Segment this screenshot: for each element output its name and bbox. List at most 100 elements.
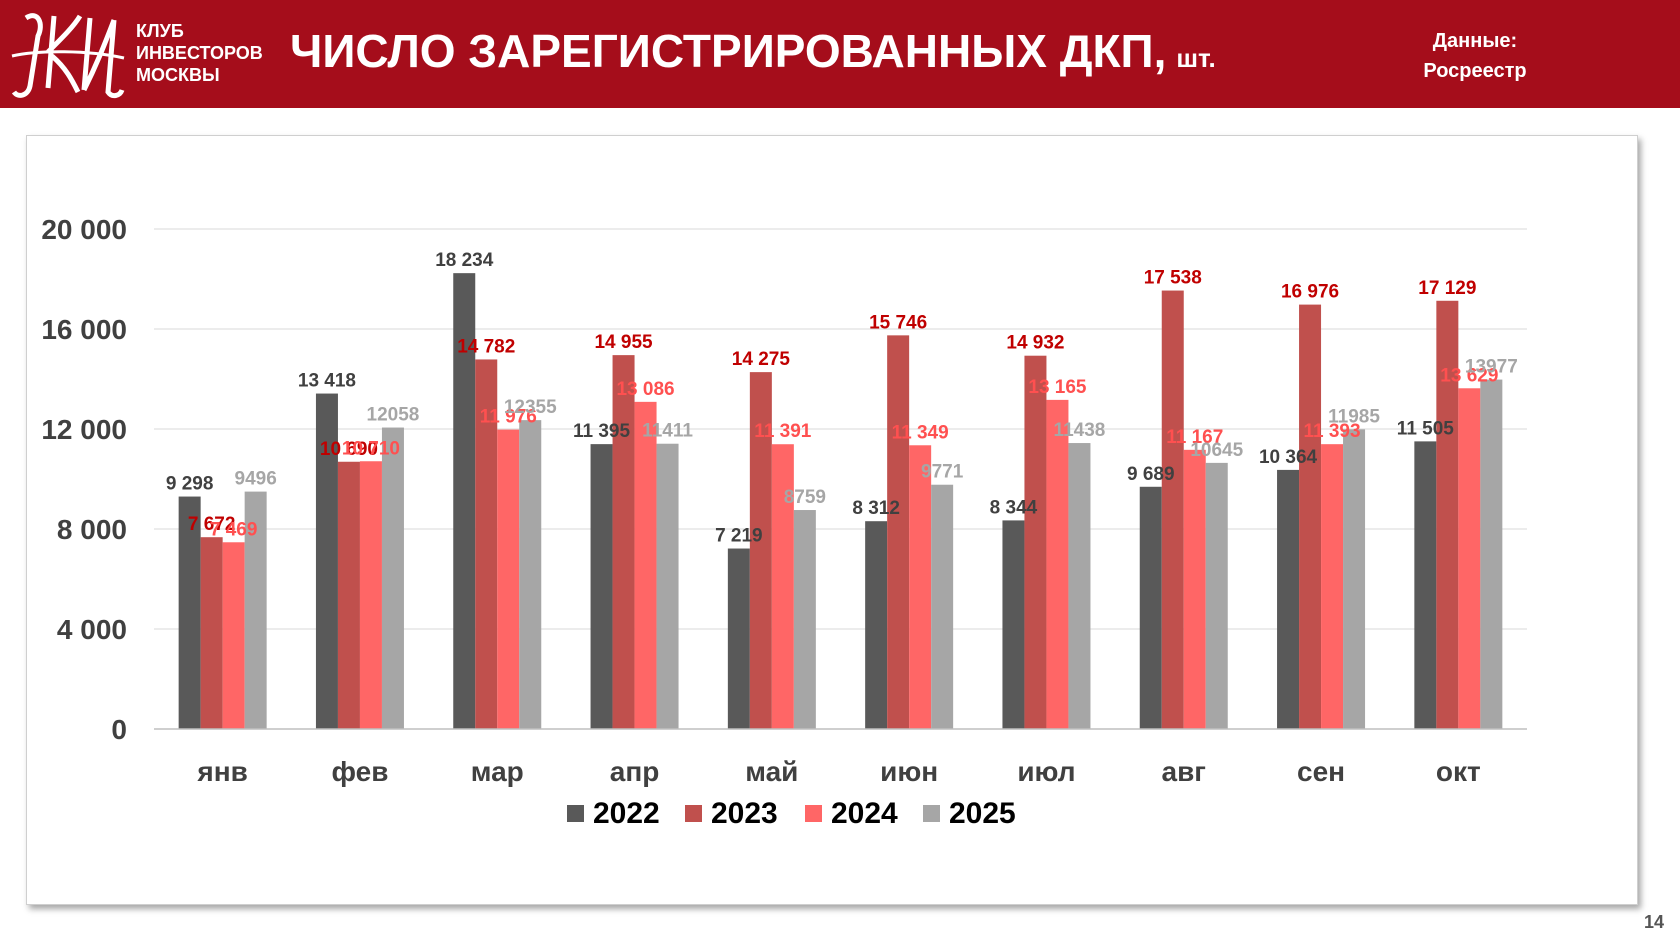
y-tick-label: 8 000 bbox=[57, 514, 127, 545]
club-name-line: ИНВЕСТОРОВ bbox=[136, 43, 263, 63]
bar-2023 bbox=[612, 355, 635, 729]
legend-label-2024: 2024 bbox=[831, 797, 898, 830]
bar-2022 bbox=[178, 496, 201, 729]
legend-label-2023: 2023 bbox=[711, 797, 778, 830]
data-label-2024: 11 976 bbox=[480, 407, 537, 428]
data-label-2022: 11 395 bbox=[573, 421, 630, 442]
data-label-2025: 11438 bbox=[1054, 420, 1106, 441]
data-label-2025: 11411 bbox=[642, 421, 693, 442]
data-label-2024: 7 469 bbox=[210, 519, 258, 540]
x-tick-label: мар bbox=[471, 756, 524, 787]
data-label-2023: 7 672 bbox=[188, 514, 236, 535]
x-tick-label: июл bbox=[1017, 756, 1075, 787]
data-label-2025: 9496 bbox=[235, 469, 277, 490]
bar-2024 bbox=[634, 401, 657, 729]
bar-2025 bbox=[1205, 462, 1228, 729]
data-label-2022: 13 418 bbox=[298, 371, 356, 392]
data-label-2022: 7 219 bbox=[715, 526, 763, 547]
bar-2022 bbox=[315, 393, 338, 729]
data-label-2024: 13 165 bbox=[1028, 377, 1087, 398]
bar-2022 bbox=[1002, 520, 1025, 729]
bar-2023 bbox=[475, 359, 498, 729]
bar-2024 bbox=[1458, 388, 1481, 729]
bar-2022 bbox=[590, 444, 613, 729]
data-label-2022: 9 689 bbox=[1127, 464, 1175, 485]
bar-2022 bbox=[1139, 486, 1162, 729]
data-label-2022: 11 505 bbox=[1397, 418, 1454, 439]
data-source: Данные: Росреестр bbox=[1400, 26, 1550, 86]
bar-2023 bbox=[1024, 355, 1047, 729]
x-tick-label: июн bbox=[880, 756, 938, 787]
bar-2023 bbox=[1161, 290, 1184, 729]
data-label-2022: 8 344 bbox=[990, 497, 1038, 518]
legend-label-2025: 2025 bbox=[949, 797, 1016, 830]
data-label-2024: 11 349 bbox=[892, 422, 949, 443]
data-label-2022: 9 298 bbox=[166, 474, 214, 495]
y-tick-label: 0 bbox=[111, 714, 127, 745]
bar-2024 bbox=[1321, 444, 1344, 729]
y-tick-label: 16 000 bbox=[41, 314, 127, 345]
bar-2023 bbox=[887, 335, 910, 729]
bar-2024 bbox=[771, 444, 794, 729]
data-label-2024: 10 710 bbox=[342, 438, 400, 459]
bar-2023 bbox=[200, 537, 223, 729]
x-tick-label: авг bbox=[1162, 756, 1206, 787]
bar-2024 bbox=[909, 445, 932, 729]
legend-swatch-2024 bbox=[805, 805, 822, 822]
data-label-2023: 14 932 bbox=[1006, 333, 1064, 354]
bar-2025 bbox=[656, 443, 679, 729]
data-label-2023: 14 955 bbox=[594, 332, 653, 353]
data-label-2025: 10645 bbox=[1190, 440, 1243, 461]
x-tick-label: янв bbox=[196, 756, 247, 787]
bar-2023 bbox=[337, 461, 360, 729]
page-number: 14 bbox=[1643, 912, 1664, 932]
data-label-2023: 15 746 bbox=[869, 312, 927, 333]
bar-2024 bbox=[1183, 449, 1206, 729]
header-banner: КЛУБ ИНВЕСТОРОВ МОСКВЫ ЧИСЛО ЗАРЕГИСТРИР… bbox=[0, 0, 1680, 108]
data-label-2023: 10 690 bbox=[320, 439, 378, 460]
bar-2022 bbox=[1277, 469, 1300, 729]
legend-label-2022: 2022 bbox=[593, 797, 660, 830]
data-label-2024: 13 629 bbox=[1440, 365, 1498, 386]
page-title: ЧИСЛО ЗАРЕГИСТРИРОВАННЫХ ДКП, шт. bbox=[290, 24, 1216, 78]
data-label-2024: 11 391 bbox=[754, 421, 811, 442]
data-label-2023: 17 129 bbox=[1418, 278, 1476, 299]
legend-swatch-2025 bbox=[923, 805, 940, 822]
bar-2022 bbox=[865, 521, 888, 729]
data-label-2023: 16 976 bbox=[1281, 282, 1339, 303]
bar-2025 bbox=[244, 491, 267, 729]
bar-2022 bbox=[453, 273, 476, 729]
bar-2025 bbox=[1068, 443, 1091, 729]
legend-swatch-2023 bbox=[685, 805, 702, 822]
bar-2025 bbox=[519, 420, 542, 729]
data-label-2023: 14 275 bbox=[732, 349, 791, 370]
data-label-2023: 14 782 bbox=[457, 336, 515, 357]
y-tick-label: 12 000 bbox=[41, 414, 127, 445]
data-label-2025: 9771 bbox=[921, 462, 964, 483]
data-source-name: Росреестр bbox=[1423, 60, 1527, 82]
bar-2022 bbox=[727, 548, 750, 729]
bar-2023 bbox=[1299, 304, 1322, 729]
data-label-2023: 17 538 bbox=[1144, 268, 1202, 289]
data-label-2025: 13977 bbox=[1465, 357, 1518, 378]
data-label-2025: 8759 bbox=[784, 487, 826, 508]
bar-2024 bbox=[222, 542, 245, 729]
bar-2022 bbox=[1414, 441, 1437, 729]
data-label-2024: 13 086 bbox=[616, 379, 674, 400]
bar-2025 bbox=[793, 510, 816, 729]
bar-2025 bbox=[1343, 429, 1366, 729]
data-label-2022: 8 312 bbox=[852, 498, 900, 519]
x-tick-label: сен bbox=[1297, 756, 1345, 787]
x-tick-label: май bbox=[745, 756, 798, 787]
bar-2023 bbox=[1436, 300, 1459, 729]
bar-2024 bbox=[497, 429, 520, 729]
legend-swatch-2022 bbox=[567, 805, 584, 822]
x-tick-label: фев bbox=[331, 756, 388, 787]
page-title-unit: шт. bbox=[1176, 43, 1216, 73]
data-label-2025: 12355 bbox=[504, 397, 557, 418]
data-label-2025: 12058 bbox=[367, 405, 420, 426]
bar-2024 bbox=[1046, 399, 1069, 729]
data-label-2024: 11 393 bbox=[1304, 421, 1361, 442]
